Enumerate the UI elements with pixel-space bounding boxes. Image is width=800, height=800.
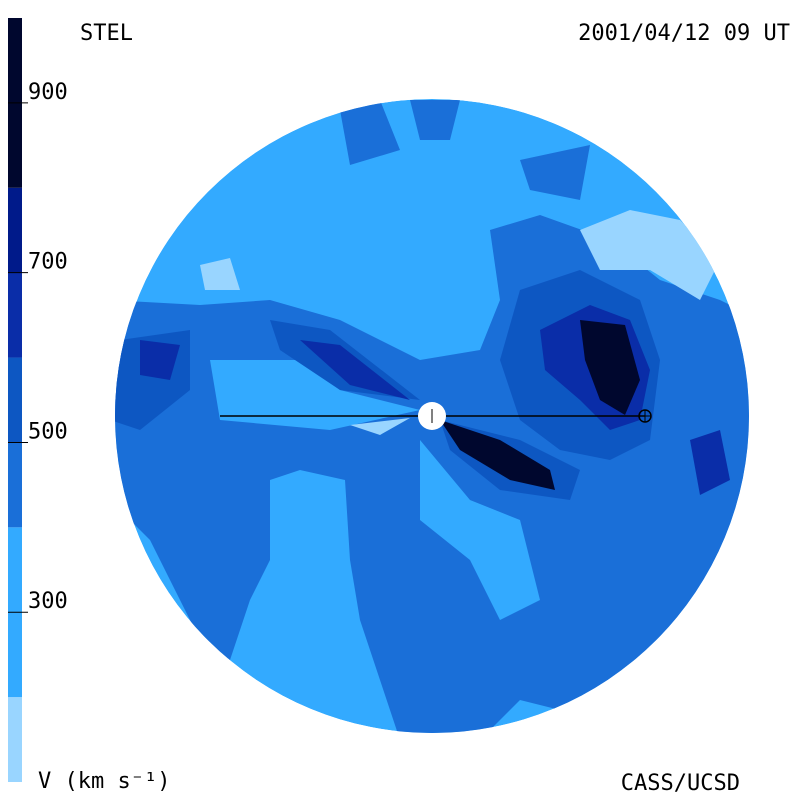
colorbar-band bbox=[8, 272, 22, 358]
date-label: 2001/04/12 09 UT bbox=[578, 21, 790, 46]
contour bbox=[580, 320, 640, 415]
credit: CASS/UCSD bbox=[621, 771, 740, 796]
colorbar-label: V (km s⁻¹) bbox=[38, 769, 170, 794]
contour bbox=[420, 440, 540, 620]
colorbar-band bbox=[8, 697, 22, 782]
contour bbox=[340, 100, 590, 200]
contour bbox=[210, 360, 420, 430]
colorbar-band bbox=[8, 357, 22, 443]
chart-title: STEL bbox=[80, 21, 133, 46]
contour bbox=[440, 420, 555, 490]
contour bbox=[140, 340, 180, 380]
colorbar-tick-label: 900 bbox=[28, 80, 68, 105]
velocity-map bbox=[115, 99, 749, 733]
colorbar-tick-label: 300 bbox=[28, 589, 68, 614]
contour bbox=[300, 340, 410, 400]
colorbar-band bbox=[8, 187, 22, 273]
colorbar-tick-label: 700 bbox=[28, 250, 68, 275]
contour bbox=[690, 430, 730, 495]
contour bbox=[200, 210, 720, 435]
colorbar-band bbox=[8, 442, 22, 528]
colorbar-tick-label: 500 bbox=[28, 419, 68, 444]
